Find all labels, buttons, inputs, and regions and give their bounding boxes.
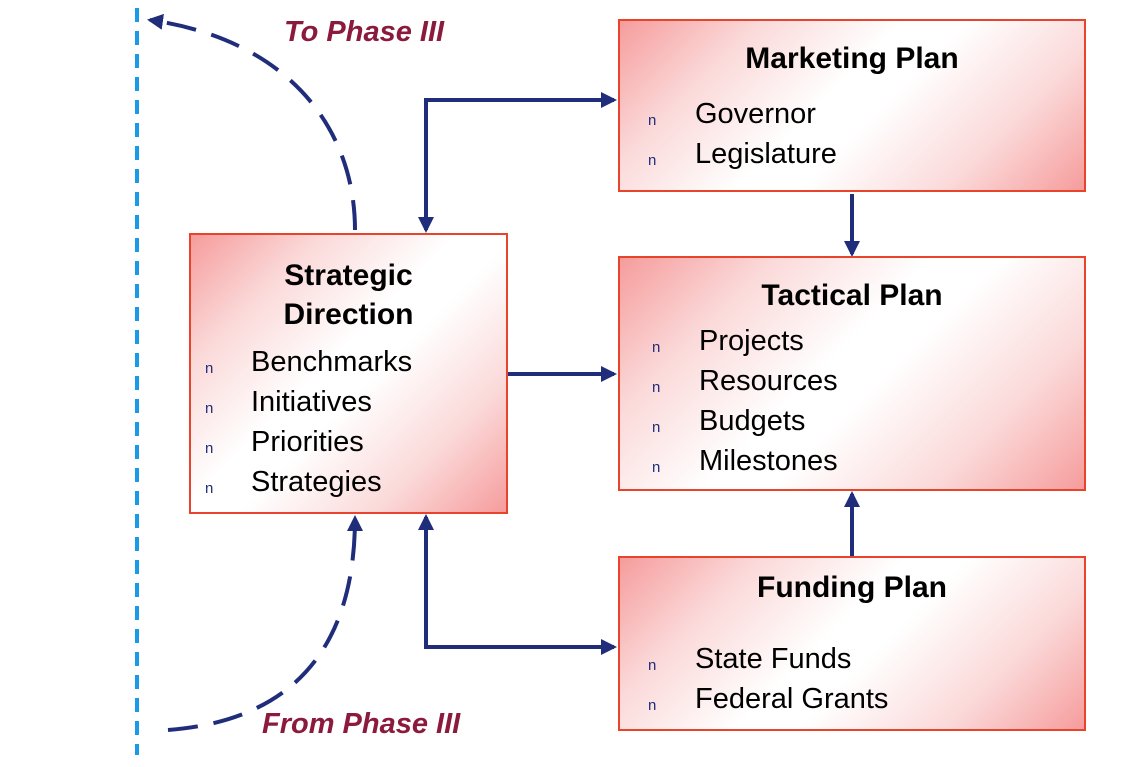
strategic-item-initiatives: Initiatives: [251, 386, 372, 418]
marketing-item-governor: Governor: [695, 98, 816, 130]
marketing-plan-box: Marketing Plan n Governor n Legislature: [618, 19, 1086, 192]
tactical-item-budgets: Budgets: [699, 405, 806, 437]
marketing-plan-title: Marketing Plan: [745, 42, 959, 75]
bullet-icon: n: [652, 459, 661, 476]
funding-item-federal-grants: Federal Grants: [695, 683, 889, 715]
tactical-item-projects: Projects: [699, 325, 804, 357]
marketing-item-legislature: Legislature: [695, 138, 837, 170]
from-phase-iii-arrow: [167, 515, 363, 732]
bullet-icon: n: [205, 400, 214, 417]
tactical-plan-box: Tactical Plan n Projects n Resources n B…: [618, 256, 1086, 491]
funding-plan-title: Funding Plan: [757, 571, 947, 604]
strategic-direction-title-line2: Direction: [283, 298, 414, 331]
bullet-icon: n: [652, 379, 661, 396]
strategic-direction-title-line1: Strategic: [284, 259, 413, 292]
from-phase-iii-label: From Phase III: [262, 708, 461, 740]
bullet-icon: n: [652, 419, 661, 436]
tactical-item-milestones: Milestones: [699, 445, 838, 477]
bullet-icon: n: [648, 112, 657, 129]
strategic-item-priorities: Priorities: [251, 426, 364, 458]
strategic-item-strategies: Strategies: [251, 466, 382, 498]
bullet-icon: n: [652, 339, 661, 356]
bullet-icon: n: [648, 152, 657, 169]
bullet-icon: n: [205, 360, 214, 377]
funding-item-state-funds: State Funds: [695, 643, 852, 675]
strategic-to-marketing-arrow: [424, 92, 617, 228]
strategic-direction-box: Strategic Direction n Benchmarks n Initi…: [189, 233, 508, 514]
bullet-icon: n: [205, 480, 214, 497]
to-phase-iii-label: To Phase III: [284, 16, 445, 48]
tactical-item-resources: Resources: [699, 365, 838, 397]
funding-plan-box: Funding Plan n State Funds n Federal Gra…: [618, 556, 1086, 731]
tactical-plan-title: Tactical Plan: [761, 279, 943, 312]
strategic-to-funding-arrow: [424, 560, 617, 655]
bullet-icon: n: [648, 697, 657, 714]
bullet-icon: n: [205, 440, 214, 457]
to-phase-iii-arrow: [147, 13, 357, 231]
bullet-icon: n: [648, 657, 657, 674]
strategic-item-benchmarks: Benchmarks: [251, 346, 413, 378]
